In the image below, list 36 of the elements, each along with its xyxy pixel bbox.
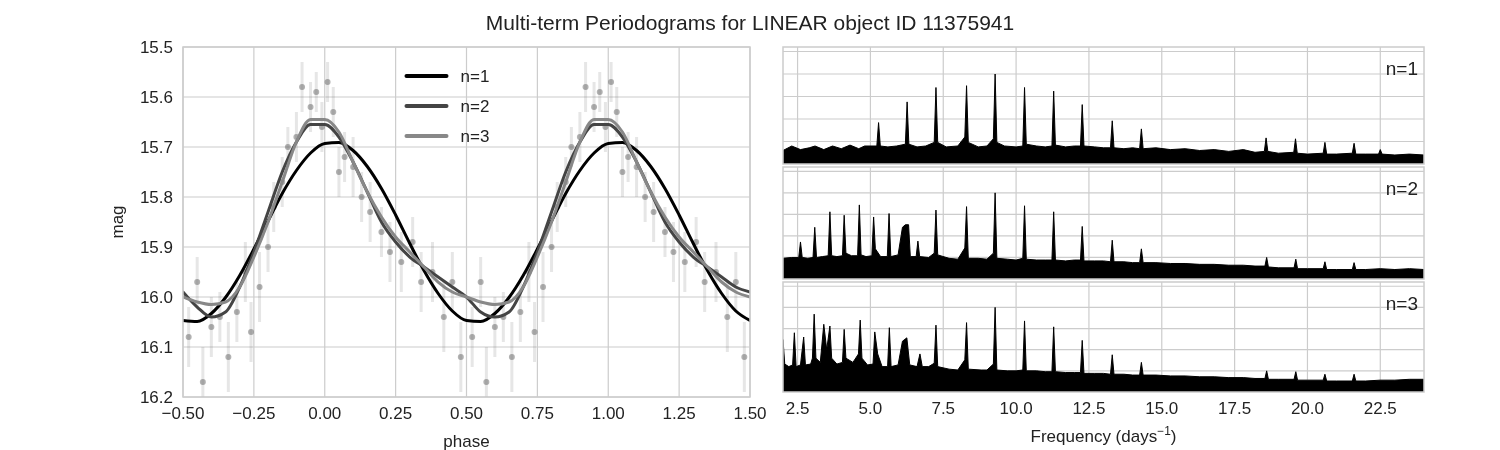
chart-title: Multi-term Periodograms for LINEAR object ID 11375941 [485, 11, 1015, 34]
x-tick-label: 17.5 [1218, 399, 1252, 418]
y-tick-label: 15.5 [139, 38, 173, 57]
x-tick-label: 20.0 [1290, 399, 1324, 418]
x-tick-label: 0.50 [449, 404, 484, 423]
y-tick-label: 15.9 [139, 238, 173, 257]
x-tick-label: 12.5 [1072, 399, 1106, 418]
legend-label: n=1 [460, 67, 490, 86]
y-tick-label: 16.0 [139, 288, 173, 307]
annotation: n=3 [1385, 293, 1418, 314]
x-tick-label: 1.25 [662, 404, 696, 423]
x-tick-label: 1.50 [733, 404, 767, 423]
y-tick-label: 15.7 [139, 138, 173, 157]
y-tick-label: 16.2 [139, 388, 173, 407]
x-tick-label: −0.25 [232, 404, 276, 423]
y-tick-label: 15.6 [139, 88, 173, 107]
legend-label: n=2 [460, 97, 490, 116]
y-tick-label: 16.1 [139, 338, 173, 357]
x-axis-title: Frequency (days$^{−1}$) [1030, 424, 1177, 446]
x-tick-label: 0.75 [520, 404, 554, 423]
x-tick-label: 15.0 [1145, 399, 1179, 418]
x-tick-label: 22.5 [1363, 399, 1397, 418]
x-axis-title: phase [443, 432, 490, 450]
x-tick-label: 7.5 [931, 399, 956, 418]
annotation: n=1 [1385, 58, 1418, 79]
x-tick-label: −0.50 [161, 404, 205, 423]
legend-label: n=3 [460, 127, 490, 146]
x-tick-label: 10.0 [999, 399, 1033, 418]
x-tick-label: 0.25 [379, 404, 413, 423]
x-tick-label: 0.00 [308, 404, 342, 423]
x-tick-label: 2.5 [785, 399, 810, 418]
y-tick-label: 15.8 [139, 188, 173, 207]
x-tick-label: 1.00 [591, 404, 625, 423]
x-tick-label: 5.0 [858, 399, 883, 418]
y-axis-title: mag [108, 205, 127, 239]
annotation: n=2 [1385, 178, 1418, 199]
